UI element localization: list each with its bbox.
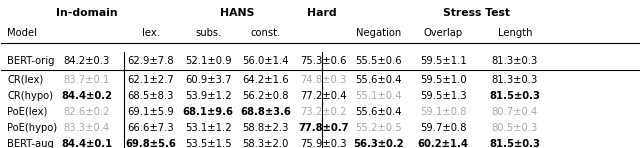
Text: 56.0±1.4: 56.0±1.4: [243, 56, 289, 66]
Text: 68.1±9.6: 68.1±9.6: [183, 107, 234, 117]
Text: 62.1±2.7: 62.1±2.7: [127, 75, 174, 85]
Text: 75.3±0.6: 75.3±0.6: [300, 56, 346, 66]
Text: Model: Model: [7, 28, 37, 38]
Text: 53.5±1.5: 53.5±1.5: [185, 139, 232, 148]
Text: 56.3±0.2: 56.3±0.2: [353, 139, 404, 148]
Text: 52.1±0.9: 52.1±0.9: [185, 56, 232, 66]
Text: CR(lex): CR(lex): [7, 75, 44, 85]
Text: 58.8±2.3: 58.8±2.3: [243, 123, 289, 133]
Text: 81.3±0.3: 81.3±0.3: [492, 75, 538, 85]
Text: BERT-aug: BERT-aug: [7, 139, 54, 148]
Text: 75.9±0.3: 75.9±0.3: [300, 139, 346, 148]
Text: 55.6±0.4: 55.6±0.4: [355, 107, 402, 117]
Text: 83.3±0.4: 83.3±0.4: [64, 123, 110, 133]
Text: In-domain: In-domain: [56, 8, 118, 18]
Text: 59.1±0.8: 59.1±0.8: [420, 107, 467, 117]
Text: 74.8±0.3: 74.8±0.3: [300, 75, 346, 85]
Text: 55.5±0.6: 55.5±0.6: [355, 56, 402, 66]
Text: 83.7±0.1: 83.7±0.1: [64, 75, 110, 85]
Text: 55.1±0.4: 55.1±0.4: [355, 91, 402, 101]
Text: 68.5±8.3: 68.5±8.3: [127, 91, 174, 101]
Text: 58.3±2.0: 58.3±2.0: [243, 139, 289, 148]
Text: 69.8±5.6: 69.8±5.6: [125, 139, 176, 148]
Text: 81.3±0.3: 81.3±0.3: [492, 56, 538, 66]
Text: 55.6±0.4: 55.6±0.4: [355, 75, 402, 85]
Text: 81.5±0.3: 81.5±0.3: [490, 91, 540, 101]
Text: 69.1±5.9: 69.1±5.9: [127, 107, 174, 117]
Text: Stress Test: Stress Test: [443, 8, 510, 18]
Text: 68.8±3.6: 68.8±3.6: [240, 107, 291, 117]
Text: 59.5±1.1: 59.5±1.1: [420, 56, 467, 66]
Text: 80.5±0.3: 80.5±0.3: [492, 123, 538, 133]
Text: PoE(hypo): PoE(hypo): [7, 123, 57, 133]
Text: Negation: Negation: [356, 28, 401, 38]
Text: Length: Length: [497, 28, 532, 38]
Text: 64.2±1.6: 64.2±1.6: [243, 75, 289, 85]
Text: 55.2±0.5: 55.2±0.5: [355, 123, 402, 133]
Text: 53.1±1.2: 53.1±1.2: [185, 123, 232, 133]
Text: PoE(lex): PoE(lex): [7, 107, 47, 117]
Text: 66.6±7.3: 66.6±7.3: [127, 123, 174, 133]
Text: 59.5±1.3: 59.5±1.3: [420, 91, 467, 101]
Text: 84.2±0.3: 84.2±0.3: [64, 56, 110, 66]
Text: 80.7±0.4: 80.7±0.4: [492, 107, 538, 117]
Text: lex.: lex.: [142, 28, 160, 38]
Text: 84.4±0.1: 84.4±0.1: [61, 139, 113, 148]
Text: const.: const.: [251, 28, 281, 38]
Text: 60.2±1.4: 60.2±1.4: [418, 139, 468, 148]
Text: HANS: HANS: [220, 8, 254, 18]
Text: 53.9±1.2: 53.9±1.2: [185, 91, 232, 101]
Text: 77.2±0.4: 77.2±0.4: [300, 91, 346, 101]
Text: Overlap: Overlap: [424, 28, 463, 38]
Text: 60.9±3.7: 60.9±3.7: [185, 75, 232, 85]
Text: 56.2±0.8: 56.2±0.8: [243, 91, 289, 101]
Text: 82.6±0.2: 82.6±0.2: [63, 107, 110, 117]
Text: 59.5±1.0: 59.5±1.0: [420, 75, 467, 85]
Text: 73.2±0.2: 73.2±0.2: [300, 107, 346, 117]
Text: 84.4±0.2: 84.4±0.2: [61, 91, 113, 101]
Text: 59.7±0.8: 59.7±0.8: [420, 123, 467, 133]
Text: 77.8±0.7: 77.8±0.7: [298, 123, 348, 133]
Text: 62.9±7.8: 62.9±7.8: [127, 56, 174, 66]
Text: Hard: Hard: [307, 8, 337, 18]
Text: BERT-orig: BERT-orig: [7, 56, 54, 66]
Text: CR(hypo): CR(hypo): [7, 91, 53, 101]
Text: subs.: subs.: [195, 28, 221, 38]
Text: 81.5±0.3: 81.5±0.3: [490, 139, 540, 148]
